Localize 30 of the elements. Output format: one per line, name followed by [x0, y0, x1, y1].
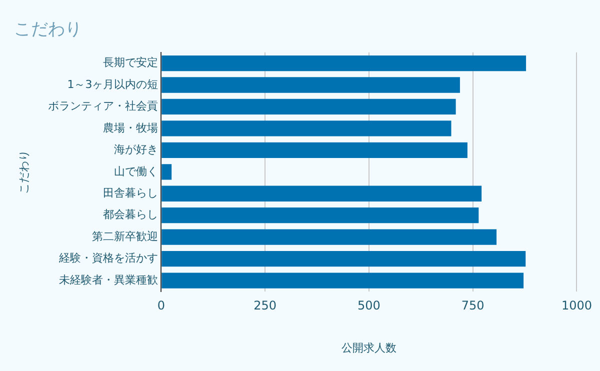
y-tick-label: 都会暮らし	[103, 208, 158, 222]
y-tick-label: 未経験者・異業種歓	[59, 273, 158, 286]
y-tick-label: 長期で安定	[103, 56, 158, 70]
y-tick-label: 田舎暮らし	[103, 186, 158, 200]
bar	[162, 77, 460, 93]
y-tick-label: 1～3ヶ月以内の短	[67, 78, 158, 91]
bar	[162, 250, 526, 267]
x-tick-label: 1000	[561, 298, 592, 313]
y-tick-label: 山で働く	[114, 164, 158, 178]
bar	[162, 186, 482, 202]
y-tick-label: 第二新卒歓迎	[92, 230, 158, 243]
y-axis-title: こだわり	[17, 150, 30, 194]
chart-title: こだわり	[14, 20, 82, 40]
bar	[162, 142, 468, 158]
x-axis-title: 公開求人数	[341, 341, 396, 354]
bar	[162, 98, 456, 115]
bar	[162, 120, 452, 136]
bar	[162, 55, 526, 72]
x-tick-label: 500	[358, 298, 380, 313]
x-tick-label: 750	[461, 298, 484, 313]
x-tick-label: 250	[254, 298, 277, 313]
y-tick-label: 海が好き	[114, 143, 158, 156]
bar	[162, 229, 497, 245]
x-tick-label: 0	[157, 298, 166, 313]
bar	[162, 208, 479, 224]
y-tick-label: 農場・牧場	[103, 121, 158, 134]
bar	[162, 272, 524, 288]
y-tick-label: 経験・資格を活かす	[58, 252, 158, 265]
y-tick-label: ボランティア・社会貢	[48, 100, 158, 113]
bar	[162, 164, 172, 180]
